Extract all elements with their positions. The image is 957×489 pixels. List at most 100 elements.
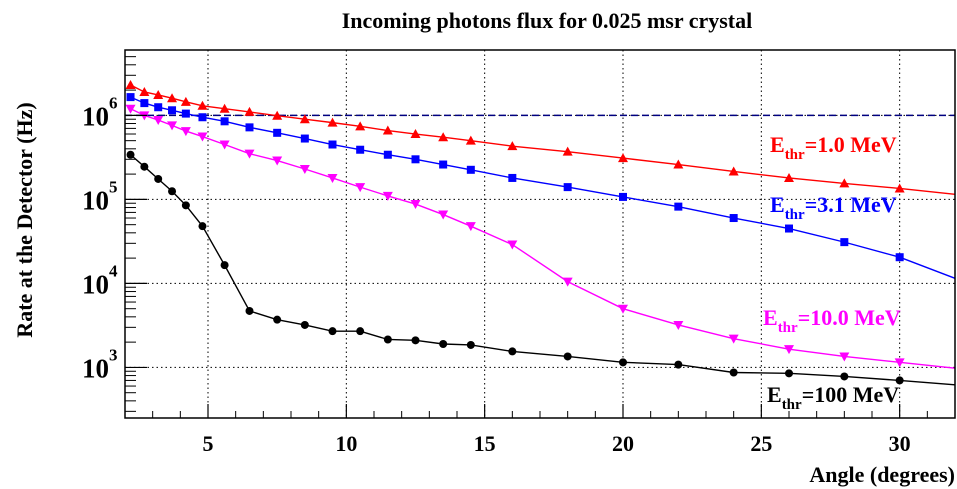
y-tick-exponent-3: 3 <box>109 345 118 364</box>
y-tick-label-5: 10 <box>82 185 109 215</box>
chart-title: Incoming photons flux for 0.025 msr crys… <box>342 8 752 33</box>
data-point <box>328 327 337 336</box>
series-3 <box>125 104 956 369</box>
data-point <box>895 253 904 262</box>
data-point <box>618 153 628 163</box>
data-point <box>181 109 190 118</box>
data-point <box>180 96 191 106</box>
data-point <box>273 128 282 137</box>
data-point <box>140 99 149 108</box>
data-point <box>563 183 572 192</box>
y-tick-exponent-6: 6 <box>109 93 118 112</box>
data-point <box>411 155 420 164</box>
data-point <box>198 113 207 122</box>
data-point <box>356 327 365 336</box>
data-point <box>153 89 164 99</box>
data-point <box>894 358 905 368</box>
data-point <box>673 320 684 330</box>
data-point <box>411 336 420 345</box>
data-point <box>244 149 255 159</box>
data-point <box>197 100 208 110</box>
data-point <box>410 129 421 139</box>
data-point <box>840 372 849 381</box>
data-point <box>125 79 136 89</box>
data-point <box>439 339 448 348</box>
plot-frame <box>124 49 956 419</box>
data-point <box>674 360 683 369</box>
series-labels-group: Ethr=1.0 MeV Ethr=3.1 MeV Ethr=10.0 MeV Eth… <box>763 132 901 413</box>
data-point <box>153 116 164 126</box>
data-point <box>839 352 850 362</box>
data-point <box>168 106 177 115</box>
data-point <box>563 352 572 361</box>
series-label-2: Ethr=3.1 MeV <box>770 192 897 223</box>
data-point <box>245 306 254 315</box>
data-point <box>383 335 392 344</box>
data-point <box>273 315 282 324</box>
data-point <box>508 347 517 356</box>
data-point <box>507 240 518 250</box>
data-point <box>438 210 449 220</box>
data-point <box>220 261 229 270</box>
data-point <box>562 146 573 156</box>
data-point <box>728 334 739 344</box>
data-point <box>140 162 149 171</box>
data-point <box>508 173 517 182</box>
data-point <box>619 358 627 367</box>
data-point <box>126 93 135 102</box>
data-point <box>219 140 230 150</box>
data-point <box>219 103 230 113</box>
data-point <box>126 150 135 159</box>
y-tick-label-6: 10 <box>82 101 109 131</box>
data-point <box>839 178 850 188</box>
data-point <box>466 165 475 174</box>
x-tick-label-5: 5 <box>203 431 214 456</box>
data-point <box>299 114 310 124</box>
data-point <box>197 132 208 142</box>
data-point <box>272 156 283 166</box>
data-point <box>154 174 163 183</box>
data-point <box>785 369 793 378</box>
series-group <box>125 79 956 386</box>
x-axis-label: Angle (degrees) <box>809 462 955 487</box>
data-point <box>785 224 793 233</box>
series-2 <box>126 93 956 279</box>
data-point <box>673 159 684 169</box>
series-4 <box>126 150 956 386</box>
y-tick-exponent-4: 4 <box>109 261 118 280</box>
data-point <box>220 117 229 126</box>
data-point <box>619 192 627 201</box>
data-point <box>125 104 136 114</box>
data-point <box>272 110 283 120</box>
data-point <box>154 103 163 112</box>
series-1 <box>125 79 956 195</box>
data-point <box>299 164 310 174</box>
data-point <box>383 150 392 159</box>
series-label-4: Ethr=100 MeV <box>767 382 899 413</box>
data-point <box>356 145 365 154</box>
data-point <box>466 340 475 349</box>
y-tick-label-3: 10 <box>82 353 109 383</box>
data-point <box>244 106 255 116</box>
data-point <box>167 93 178 103</box>
data-point <box>729 214 738 223</box>
data-point <box>181 201 190 210</box>
data-point <box>168 187 177 196</box>
data-point <box>618 304 628 314</box>
data-point <box>507 141 518 151</box>
data-point <box>895 376 904 385</box>
grid-lines <box>125 50 955 418</box>
data-point <box>784 345 794 355</box>
series-label-3: Ethr=10.0 MeV <box>763 305 901 336</box>
data-point <box>562 277 573 287</box>
data-point <box>167 121 178 131</box>
data-point <box>729 368 738 377</box>
data-point <box>139 86 150 96</box>
data-point <box>382 191 393 201</box>
data-point <box>327 173 338 183</box>
data-point <box>327 117 338 127</box>
data-point <box>410 200 421 210</box>
